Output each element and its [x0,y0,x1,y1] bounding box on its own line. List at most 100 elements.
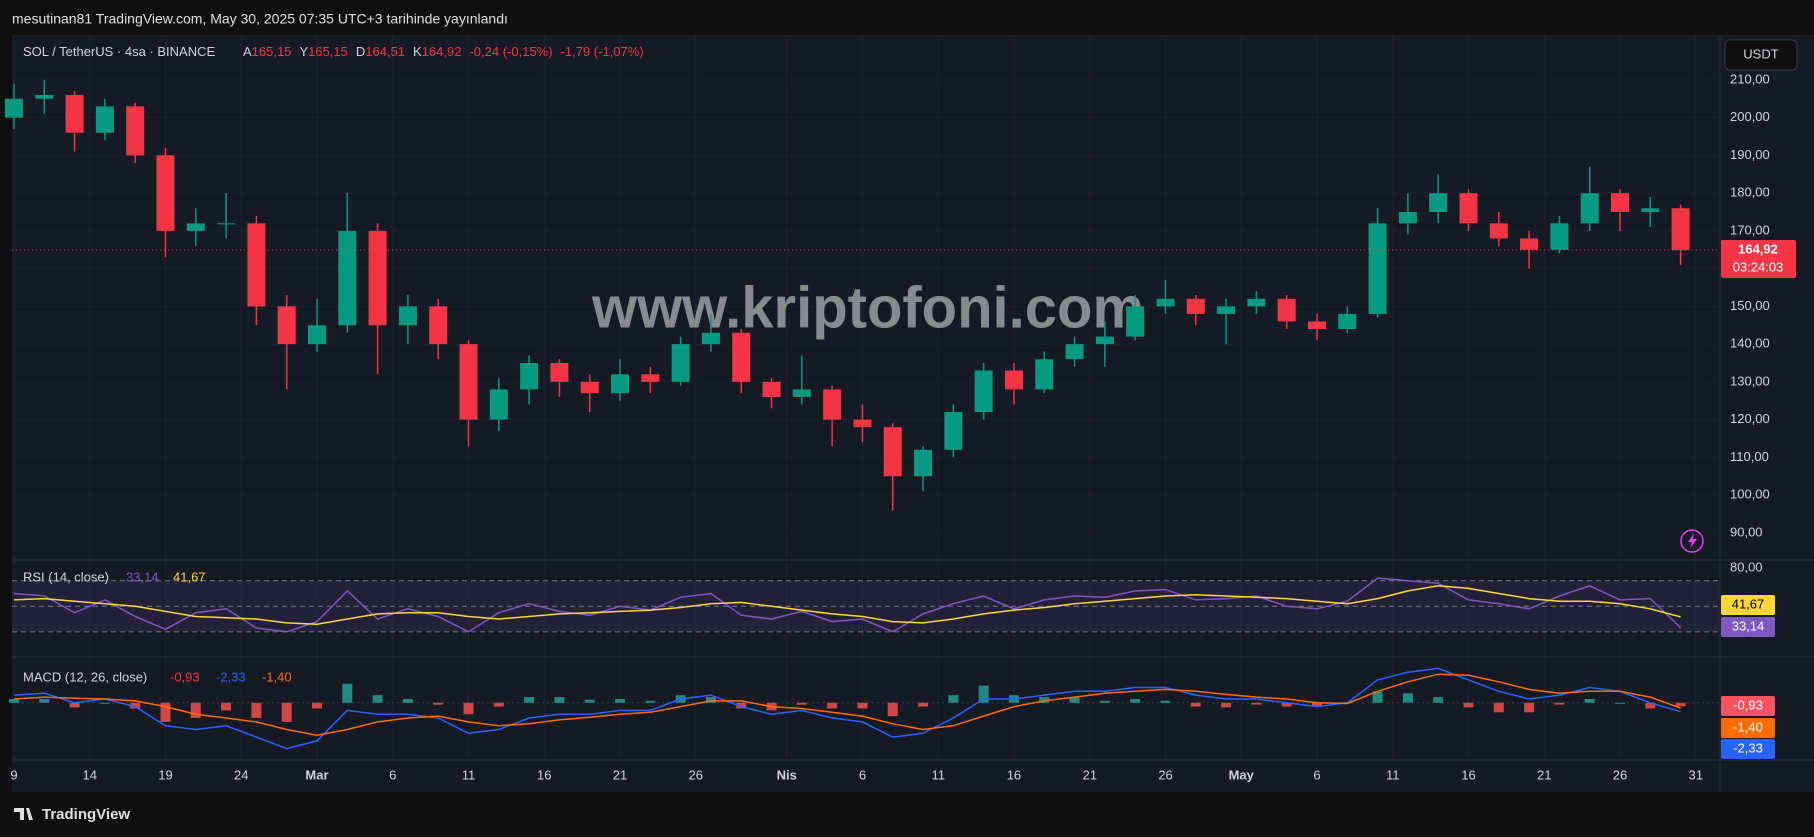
candle-body [398,306,417,326]
x-tick-label: Mar [305,767,328,782]
macd-signal-value: -1,40 [262,669,292,684]
x-tick-label: 26 [1158,767,1172,782]
macd-histogram-bar [402,698,413,703]
x-tick-label: 16 [537,767,551,782]
macd-histogram-bar [8,698,19,703]
currency[interactable]: USDT [1743,46,1778,61]
macd-histogram-bar [342,683,353,703]
candle-body [95,106,114,133]
rsi-last-box [1721,617,1775,637]
candle-body [1095,336,1114,345]
x-tick-label: 16 [1007,767,1021,782]
y-tick-label: 120,00 [1730,411,1770,426]
macd-histogram-bar [99,702,110,704]
macd-title: MACD (12, 26, close) [23,669,147,684]
macd-hist-value: -0,93 [170,669,200,684]
x-tick-label: 16 [1461,767,1475,782]
candle-body [1489,223,1508,239]
y-tick-label: 100,00 [1730,487,1770,502]
macd-histogram-bar [584,699,595,703]
x-tick-label: 24 [234,767,248,782]
candle-body [489,389,508,420]
candle-body [307,325,326,345]
candle-body [732,332,751,382]
symbol: SOL / TetherUS · 4sa · BINANCE [23,44,216,59]
y-tick-label: 180,00 [1730,185,1770,200]
macd-histogram-bar [524,697,535,703]
x-tick-label: 9 [10,767,17,782]
candle-body [641,374,660,382]
header-field: 165,15 [252,44,292,59]
header-field: -1,79 (-1,07%) [561,44,644,59]
candle-body [1247,298,1266,307]
candle-body [429,306,448,345]
macd-last-label: -2,33 [1733,740,1763,755]
macd-histogram-bar [1433,697,1444,703]
header-field: D [356,44,365,59]
macd-histogram-bar [1251,702,1262,705]
x-tick-label: 21 [1082,767,1096,782]
macd-histogram-bar [160,702,171,722]
header-field: Y [299,44,308,59]
macd-histogram-bar [796,702,807,705]
macd-histogram-bar [372,695,383,703]
x-tick-label: 21 [1537,767,1551,782]
candle-body [853,419,872,428]
candle-body [550,362,569,382]
macd-histogram-bar [1190,702,1201,707]
alert-icon[interactable] [1680,529,1704,553]
candle-body [1035,359,1054,390]
x-tick-label: 14 [82,767,96,782]
header-field: 164,92 [422,44,462,59]
candle-body [792,389,811,397]
macd-histogram-bar [1524,702,1535,713]
macd-histogram-bar [1311,702,1322,707]
last-price-label: 164,92 [1738,241,1778,256]
macd-histogram-bar [948,695,959,703]
candle-body [459,344,478,420]
y-tick-label: 150,00 [1730,298,1770,313]
candle-body [1156,298,1175,307]
y-tick-label: 130,00 [1730,373,1770,388]
macd-histogram-bar [69,702,80,708]
alert-bolt [1688,533,1697,549]
y-tick-label: 210,00 [1730,71,1770,86]
rsi-last-box [1721,595,1775,615]
macd-histogram-bar [1099,700,1110,703]
brand: TradingView [42,806,130,823]
published-note: mesutinan81 TradingView.com, May 30, 202… [12,11,508,27]
macd-histogram-bar [281,702,292,722]
x-tick-label: Nis [777,767,797,782]
macd-histogram-bar [493,702,504,707]
last-price-box [1721,240,1796,279]
candle-body [1277,298,1296,322]
macd-line [13,667,1681,750]
macd-last-label: -0,93 [1733,697,1763,712]
macd-histogram-bar [39,698,50,703]
y-tick-label: 90,00 [1730,524,1763,539]
symbol-header: SOL / TetherUS · 4sa · BINANCE [23,44,216,59]
macd-histogram-bar [221,702,232,711]
x-tick-label: 6 [859,767,866,782]
macd-histogram-bar [1463,702,1474,708]
macd-histogram-bar [705,697,716,703]
macd-histogram-bar [1493,702,1504,713]
x-tick-label: 11 [931,767,945,782]
header-field: 165,15 [308,44,348,59]
macd-histogram-bar [1615,702,1626,704]
rsi-line [13,577,1682,633]
currency-button[interactable] [1724,39,1798,71]
brand-logo [14,808,33,820]
candle-body [1217,306,1236,314]
candle-body [1398,212,1417,224]
macd-histogram-bar [1281,702,1292,707]
macd-histogram-bar [1130,698,1141,703]
watermark: www.kriptofoni.com [591,275,1144,340]
rsi-line [13,585,1681,625]
macd-histogram-bar [887,702,898,717]
candle-body [368,230,387,326]
candle-body [1429,193,1448,213]
candle-body [1307,321,1326,330]
y-tick-label: 190,00 [1730,147,1770,162]
